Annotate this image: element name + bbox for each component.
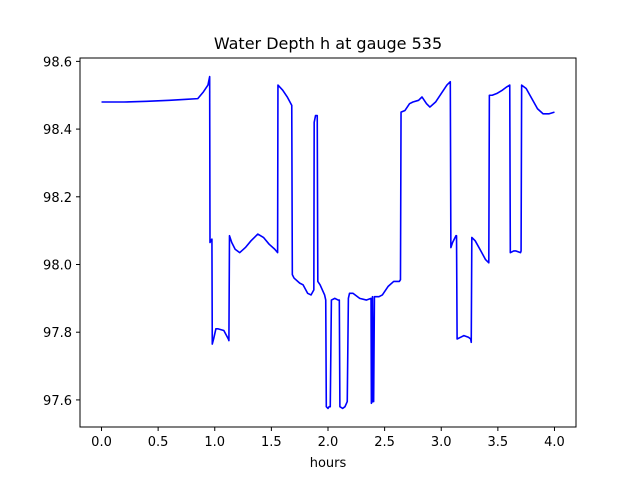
y-tick-label: 98.6 bbox=[43, 55, 72, 70]
y-axis-ticks: 97.6 97.8 98.0 98.2 98.4 98.6 bbox=[43, 55, 80, 409]
x-tick-label: 3.0 bbox=[431, 435, 452, 450]
y-tick-label: 98.0 bbox=[43, 259, 72, 274]
x-tick-label: 0.5 bbox=[148, 435, 169, 450]
x-tick-label: 2.0 bbox=[318, 435, 339, 450]
series-line-1 bbox=[101, 75, 555, 410]
chart-title: Water Depth h at gauge 535 bbox=[214, 34, 442, 53]
x-tick-label: 2.5 bbox=[374, 435, 395, 450]
x-tick-label: 0.0 bbox=[91, 435, 112, 450]
x-tick-label: 3.5 bbox=[488, 435, 509, 450]
plot-area bbox=[101, 75, 555, 410]
x-tick-label: 4.0 bbox=[544, 435, 565, 450]
x-tick-label: 1.5 bbox=[261, 435, 282, 450]
y-tick-label: 98.2 bbox=[43, 191, 72, 206]
x-tick-label: 1.0 bbox=[204, 435, 225, 450]
y-tick-label: 97.6 bbox=[43, 394, 72, 409]
y-tick-label: 98.4 bbox=[43, 123, 72, 138]
x-axis-ticks: 0.0 0.5 1.0 1.5 2.0 2.5 3.0 3.5 4.0 bbox=[91, 427, 565, 450]
x-axis-label: hours bbox=[310, 456, 347, 471]
y-tick-label: 97.8 bbox=[43, 326, 72, 341]
